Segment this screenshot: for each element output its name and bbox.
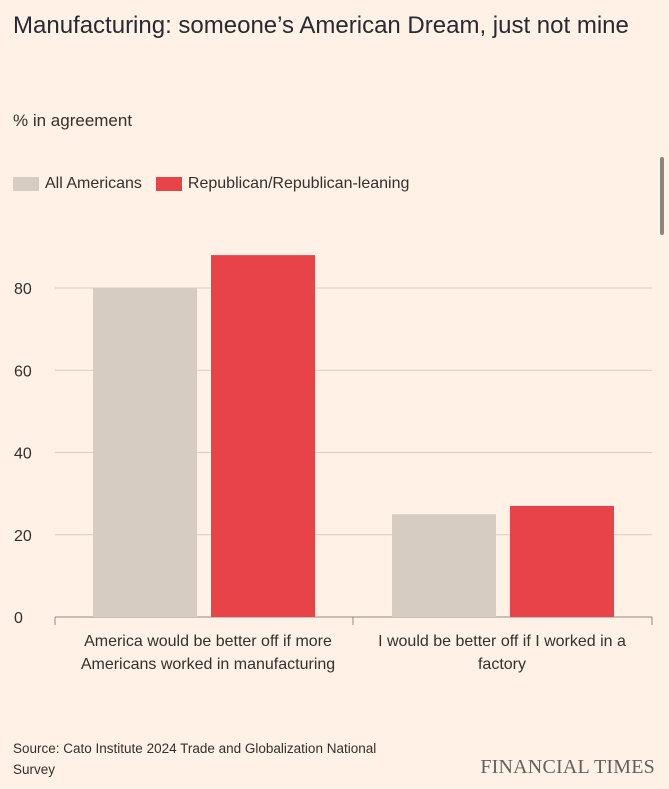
- chart-title: Manufacturing: someone’s American Dream,…: [13, 12, 629, 39]
- legend-label: Republican/Republican-leaning: [187, 175, 410, 192]
- y-tick-label: 80: [14, 281, 32, 298]
- legend-swatch-icon: [13, 177, 39, 191]
- bar-chart: 0 20 40 60 80: [14, 255, 653, 627]
- y-tick-label: 0: [14, 610, 23, 627]
- chart-subtitle: % in agreement: [13, 111, 133, 130]
- legend-item-republican: Republican/Republican-leaning: [155, 175, 410, 193]
- category-label-manufacturing: America would be better off if more Amer…: [80, 633, 336, 673]
- y-tick-label: 60: [14, 363, 32, 380]
- source-note: Source: Cato Institute 2024 Trade and Gl…: [13, 741, 377, 777]
- legend-swatch-icon: [155, 177, 182, 191]
- ft-logo: FINANCIAL TIMES: [480, 756, 655, 778]
- scrollbar-thumb[interactable]: [660, 157, 664, 235]
- bar-republican-factory: [510, 505, 614, 617]
- bar-all-americans-factory: [392, 514, 496, 617]
- y-tick-label: 40: [14, 446, 32, 463]
- y-tick-label: 20: [14, 528, 32, 545]
- legend-item-all-americans: All Americans: [13, 175, 142, 193]
- category-label-factory: I would be better off if I worked in a f…: [378, 633, 626, 673]
- bar-republican-manufacturing: [211, 255, 315, 617]
- bar-all-americans-manufacturing: [93, 288, 197, 617]
- legend-label: All Americans: [45, 175, 142, 192]
- legend: All Americans Republican/Republican-lean…: [13, 175, 423, 193]
